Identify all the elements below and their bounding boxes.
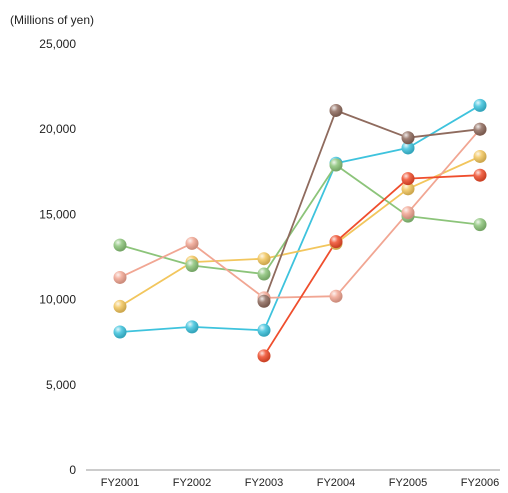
data-point: [401, 131, 415, 145]
series-line-2: [119, 155, 481, 308]
data-point: [185, 259, 199, 273]
data-point: [113, 270, 127, 284]
data-point: [401, 182, 415, 196]
data-point: [401, 172, 415, 186]
data-point: [473, 168, 487, 182]
y-tick-label: 0: [69, 463, 76, 477]
data-point: [257, 349, 271, 363]
series-line-6: [263, 109, 481, 302]
series-line-3: [119, 164, 481, 275]
data-point: [473, 149, 487, 163]
data-point: [257, 294, 271, 308]
x-tick-label: FY2003: [245, 477, 284, 488]
series-lines: [119, 104, 481, 357]
y-tick-label: 10,000: [39, 293, 76, 307]
y-tick-label: 15,000: [39, 207, 76, 221]
data-point: [113, 238, 127, 252]
data-point: [473, 218, 487, 232]
x-tick-label: FY2005: [389, 477, 428, 488]
data-point: [329, 103, 343, 117]
data-point: [185, 236, 199, 250]
data-point: [113, 299, 127, 313]
data-point: [401, 141, 415, 155]
series-line-5: [263, 174, 481, 357]
y-tick-label: 20,000: [39, 122, 76, 136]
x-tick-label: FY2002: [173, 477, 212, 488]
data-point: [473, 122, 487, 136]
data-point: [257, 323, 271, 337]
series-line-1: [119, 104, 481, 333]
unit-label: (Millions of yen): [10, 13, 94, 27]
data-point: [401, 206, 415, 220]
x-tick-label: FY2006: [461, 477, 500, 488]
series-line-4: [119, 128, 481, 299]
x-axis: FY2001 FY2002 FY2003 FY2004 FY2005 FY2006: [86, 469, 500, 489]
data-point: [113, 325, 127, 339]
data-point: [473, 98, 487, 112]
data-point: [185, 320, 199, 334]
y-axis: 0 5,000 10,000 15,000 20,000 25,000: [39, 37, 76, 477]
data-point: [329, 289, 343, 303]
data-point: [329, 235, 343, 249]
data-point: [257, 252, 271, 266]
x-tick-label: FY2001: [101, 477, 140, 488]
data-point: [329, 158, 343, 172]
y-tick-label: 25,000: [39, 37, 76, 51]
x-tick-label: FY2004: [317, 477, 356, 488]
data-point: [257, 267, 271, 281]
y-tick-label: 5,000: [46, 378, 76, 392]
series-points: [113, 98, 487, 363]
